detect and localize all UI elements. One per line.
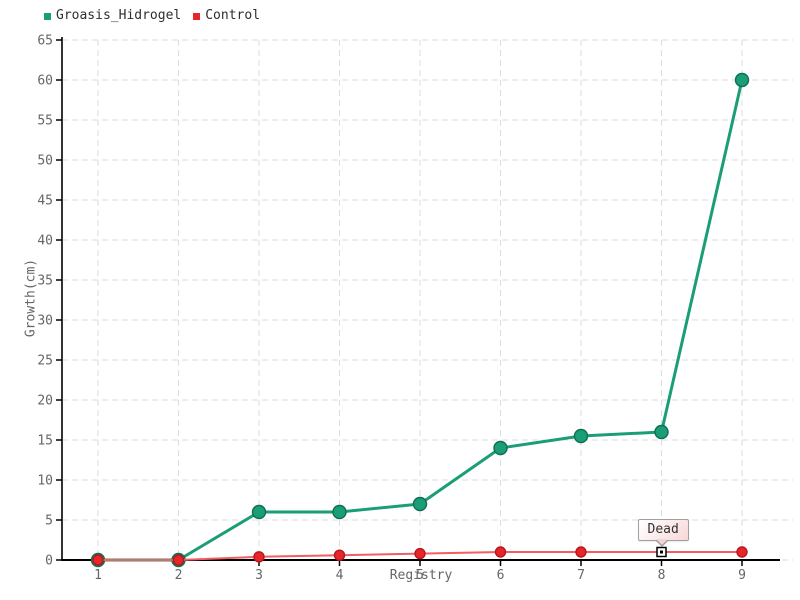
y-tick-label: 55 [37,114,53,129]
y-axis-title: Growth(cm) [23,258,39,338]
legend-label-control: Control [205,8,261,23]
x-axis-title: Registry [389,568,453,583]
x-tick-label: 8 [658,568,666,583]
data-point-groasis_hidrogel[interactable] [412,496,428,512]
data-point-groasis_hidrogel[interactable] [332,504,347,520]
dead-annotation-label: Dead [647,522,679,537]
x-tick-label: 1 [94,568,102,583]
y-tick-label: 15 [37,434,53,449]
data-point-control[interactable] [253,551,265,563]
data-point-control[interactable] [414,547,426,560]
data-point-control[interactable] [494,546,507,558]
y-tick-label: 30 [37,314,53,329]
data-point-control[interactable] [333,549,346,561]
legend-swatch-control-icon [193,12,201,20]
data-point-groasis_hidrogel[interactable] [493,440,508,456]
legend-item-control[interactable]: Control [193,8,260,23]
y-tick-label: 20 [37,394,53,409]
x-tick-label: 9 [738,568,746,583]
data-point-groasis_hidrogel[interactable] [654,424,669,440]
y-tick-label: 5 [45,514,53,529]
y-tick-label: 40 [37,234,53,249]
legend-item-groasis-hidrogel[interactable]: Groasis_Hidrogel [44,8,181,23]
x-tick-label: 3 [255,568,263,583]
legend-swatch-groasis-icon [44,12,51,20]
tooltip-arrow-fill-icon [655,539,668,545]
data-point-control[interactable] [575,546,587,558]
data-point-groasis_hidrogel[interactable] [573,428,589,444]
y-tick-label: 45 [37,194,53,209]
y-tick-label: 25 [37,354,53,369]
x-tick-label: 2 [175,568,183,583]
data-point-groasis_hidrogel[interactable] [251,504,267,520]
x-tick-label: 6 [497,568,505,583]
x-tick-label: 5 [416,568,424,583]
data-point-groasis_hidrogel[interactable] [734,72,750,88]
y-tick-label: 50 [37,154,53,169]
y-tick-label: 0 [45,554,53,569]
x-tick-label: 4 [336,568,344,583]
y-tick-label: 65 [37,34,53,49]
y-tick-label: 60 [37,74,53,89]
x-tick-label: 7 [577,568,585,583]
y-tick-label: 10 [37,474,53,489]
data-point-control[interactable] [736,546,748,558]
dead-point-marker-center [660,550,663,554]
legend-label-groasis: Groasis_Hidrogel [56,8,182,23]
data-point-control[interactable] [92,554,104,566]
y-tick-label: 35 [37,274,53,289]
dead-annotation-tooltip: Dead [637,519,689,547]
data-point-control[interactable] [172,554,185,566]
legend: Groasis_Hidrogel Control [44,8,260,23]
